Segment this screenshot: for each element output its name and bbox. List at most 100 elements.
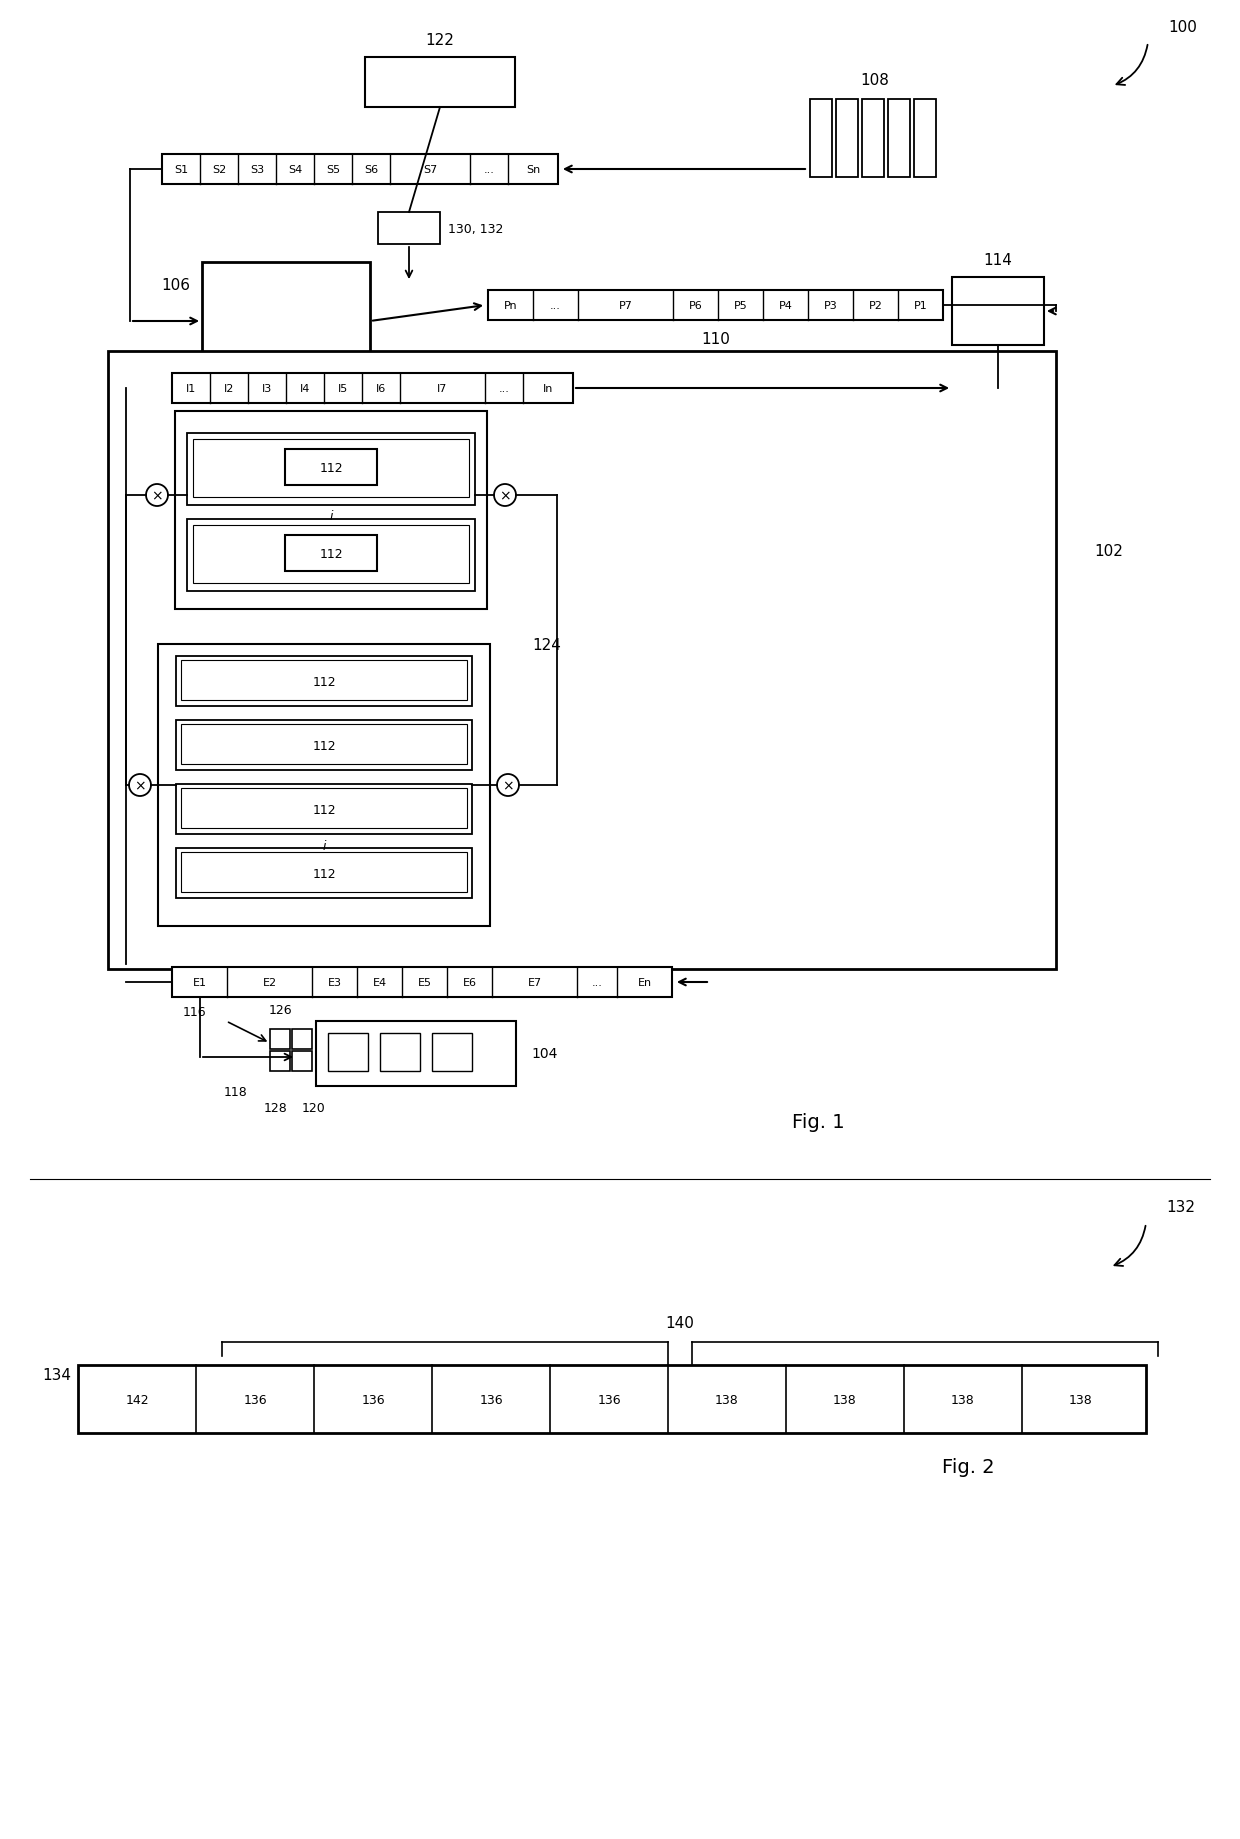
Text: ...: ... <box>498 384 510 394</box>
Text: 112: 112 <box>312 739 336 752</box>
Bar <box>181 789 467 829</box>
Text: 120: 120 <box>303 1102 326 1114</box>
Bar <box>176 848 472 899</box>
Bar <box>78 1365 1146 1433</box>
Text: E6: E6 <box>463 978 476 988</box>
Bar <box>365 59 515 109</box>
Text: E4: E4 <box>372 978 387 988</box>
Text: 138: 138 <box>951 1392 975 1405</box>
Bar <box>914 99 936 178</box>
Bar <box>316 1021 516 1087</box>
Bar <box>181 660 467 701</box>
Text: ...: ... <box>591 978 603 988</box>
Text: I7: I7 <box>438 384 448 394</box>
Text: S3: S3 <box>250 166 264 175</box>
Text: I5: I5 <box>337 384 348 394</box>
Text: 100: 100 <box>1168 20 1197 35</box>
Text: 130, 132: 130, 132 <box>448 223 503 235</box>
Bar <box>285 535 377 572</box>
Text: 112: 112 <box>312 866 336 881</box>
Text: I4: I4 <box>300 384 310 394</box>
Text: I1: I1 <box>186 384 196 394</box>
Text: Fig. 1: Fig. 1 <box>792 1113 844 1131</box>
Bar <box>270 1030 290 1050</box>
Text: 132: 132 <box>1166 1199 1195 1216</box>
Text: ×: × <box>151 489 162 502</box>
Text: I3: I3 <box>262 384 272 394</box>
Text: 112: 112 <box>312 675 336 688</box>
Text: 142: 142 <box>125 1392 149 1405</box>
Text: 112: 112 <box>319 462 342 474</box>
Text: 138: 138 <box>715 1392 739 1405</box>
Bar <box>862 99 884 178</box>
Bar <box>187 520 475 592</box>
Text: P6: P6 <box>688 302 702 311</box>
Bar <box>291 1052 312 1072</box>
Text: 128: 128 <box>264 1102 288 1114</box>
Text: 110: 110 <box>701 331 730 346</box>
Text: 122: 122 <box>425 33 454 48</box>
Text: 136: 136 <box>598 1392 621 1405</box>
Text: P2: P2 <box>868 302 883 311</box>
Bar <box>329 1034 368 1072</box>
Bar <box>836 99 858 178</box>
Text: ×: × <box>134 778 146 793</box>
Bar <box>176 721 472 771</box>
Text: Fig. 2: Fig. 2 <box>942 1458 994 1477</box>
Text: i: i <box>330 509 332 522</box>
Bar <box>285 451 377 485</box>
Text: 124: 124 <box>532 636 562 653</box>
Text: 114: 114 <box>983 252 1012 267</box>
Bar <box>810 99 832 178</box>
Bar <box>193 526 469 583</box>
Text: I6: I6 <box>376 384 386 394</box>
Text: P5: P5 <box>734 302 748 311</box>
Bar <box>379 1034 420 1072</box>
Text: 138: 138 <box>833 1392 857 1405</box>
Text: 136: 136 <box>479 1392 502 1405</box>
Text: 116: 116 <box>182 1004 206 1019</box>
Text: 112: 112 <box>312 804 336 817</box>
Text: ...: ... <box>484 166 495 175</box>
Text: 118: 118 <box>224 1085 248 1098</box>
Text: 102: 102 <box>1094 544 1123 559</box>
Text: I2: I2 <box>223 384 234 394</box>
Bar <box>175 412 487 611</box>
Bar <box>181 725 467 765</box>
Bar <box>187 434 475 506</box>
Text: ×: × <box>502 778 513 793</box>
Text: S2: S2 <box>212 166 226 175</box>
Text: 108: 108 <box>861 72 889 88</box>
Text: ...: ... <box>551 302 560 311</box>
Text: S7: S7 <box>423 166 438 175</box>
Bar <box>181 853 467 892</box>
Bar <box>270 1052 290 1072</box>
Text: 136: 136 <box>361 1392 384 1405</box>
Bar <box>378 213 440 245</box>
Text: E7: E7 <box>527 978 542 988</box>
Text: 136: 136 <box>243 1392 267 1405</box>
Text: E5: E5 <box>418 978 432 988</box>
Text: E1: E1 <box>192 978 207 988</box>
Bar <box>172 373 573 405</box>
Text: 134: 134 <box>42 1368 71 1383</box>
Bar <box>176 657 472 706</box>
Bar <box>162 154 558 186</box>
Text: Pn: Pn <box>503 302 517 311</box>
Bar <box>108 351 1056 969</box>
Bar <box>888 99 910 178</box>
Text: P4: P4 <box>779 302 792 311</box>
Bar <box>157 645 490 927</box>
Bar <box>489 291 942 320</box>
Text: S4: S4 <box>288 166 303 175</box>
Text: S6: S6 <box>363 166 378 175</box>
Bar <box>432 1034 472 1072</box>
Bar <box>952 278 1044 346</box>
Bar <box>172 967 672 997</box>
Text: 126: 126 <box>268 1002 291 1015</box>
Text: En: En <box>637 978 651 988</box>
Text: Sn: Sn <box>526 166 541 175</box>
Text: P3: P3 <box>823 302 837 311</box>
Text: 104: 104 <box>531 1046 557 1061</box>
Text: 138: 138 <box>1069 1392 1092 1405</box>
